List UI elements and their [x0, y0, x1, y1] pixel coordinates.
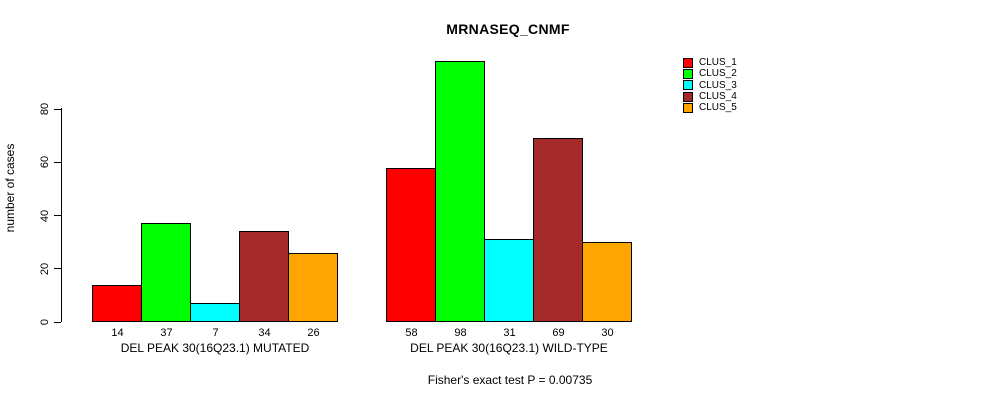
legend-swatch-clus_4: [683, 91, 693, 102]
legend-swatch-clus_2: [683, 68, 693, 79]
legend-item: CLUS_1: [683, 57, 737, 68]
x-axis-group-label-mutated: DEL PEAK 30(16Q23.1) MUTATED: [120, 341, 310, 355]
y-axis-tick: [54, 161, 61, 163]
legend-item: CLUS_4: [683, 91, 737, 102]
bar-clus_4: [533, 138, 583, 322]
bar-value-label: 58: [405, 327, 418, 339]
legend-swatch-clus_3: [683, 80, 693, 91]
x-axis-group-label-wildtype: DEL PEAK 30(16Q23.1) WILD-TYPE: [410, 341, 608, 355]
y-axis-tick-label: 40: [39, 209, 51, 222]
bar-clus_5: [582, 242, 632, 322]
y-axis-tick: [54, 268, 61, 270]
bar-clus_3: [190, 303, 240, 322]
legend-label: CLUS_3: [699, 79, 737, 91]
legend-item: CLUS_2: [683, 68, 737, 79]
y-axis-line: [61, 108, 62, 322]
fisher-test-annotation: Fisher's exact test P = 0.00735: [427, 373, 593, 387]
legend-item: CLUS_3: [683, 80, 737, 91]
bar-value-label: 30: [601, 327, 614, 339]
bar-value-label: 26: [307, 327, 320, 339]
legend-item: CLUS_5: [683, 102, 737, 113]
legend-label: CLUS_5: [699, 102, 737, 114]
bar-clus_5: [288, 252, 338, 322]
bar-clus_1: [386, 167, 436, 322]
legend: CLUS_1 CLUS_2 CLUS_3 CLUS_4 CLUS_5: [683, 57, 737, 113]
legend-label: CLUS_1: [699, 57, 737, 69]
legend-swatch-clus_5: [683, 102, 693, 113]
y-axis-tick: [54, 215, 61, 216]
y-axis-title: number of cases: [3, 143, 17, 233]
legend-label: CLUS_4: [699, 91, 737, 103]
y-axis-tick-label: 60: [39, 156, 51, 169]
bar-value-label: 98: [454, 327, 467, 339]
bar-value-label: 37: [160, 327, 173, 339]
bar-value-label: 14: [111, 327, 124, 339]
y-axis-tick: [54, 321, 61, 323]
bar-value-label: 31: [503, 327, 516, 339]
bar-value-label: 7: [212, 327, 219, 339]
bar-clus_1: [92, 284, 142, 322]
y-axis-tick: [54, 108, 61, 110]
y-axis-tick-label: 80: [39, 102, 51, 116]
bar-clus_2: [141, 223, 191, 322]
y-axis-tick-label: 0: [39, 318, 51, 326]
legend-swatch-clus_1: [683, 57, 693, 68]
chart-title: MRNASEQ_CNMF: [446, 21, 570, 37]
legend-label: CLUS_2: [699, 68, 737, 80]
bar-clus_4: [239, 231, 289, 322]
bar-clus_3: [484, 239, 534, 322]
bar-clus_2: [435, 61, 485, 322]
bar-value-label: 69: [552, 327, 565, 339]
bar-value-label: 34: [258, 327, 271, 339]
y-axis-tick-label: 20: [39, 262, 51, 275]
